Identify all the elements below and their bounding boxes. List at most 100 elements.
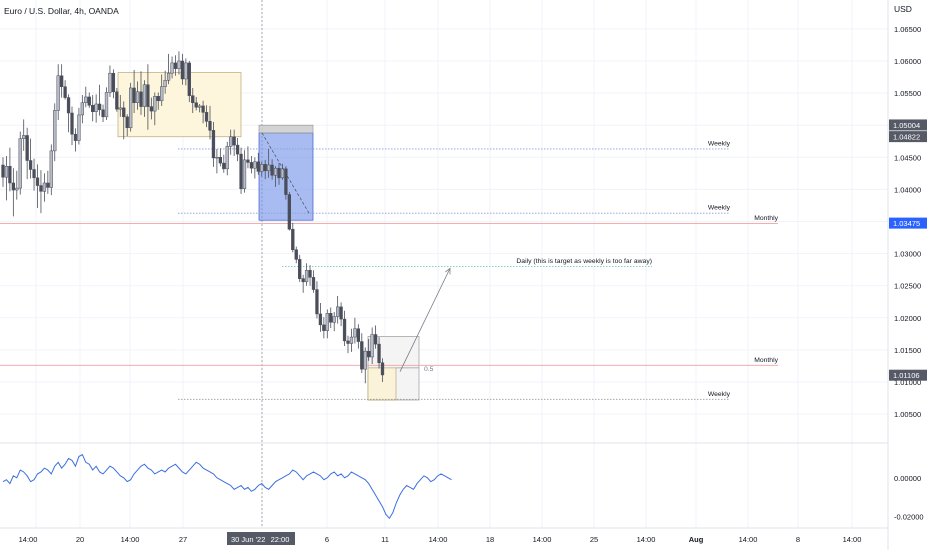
candle[interactable]: [111, 69, 116, 99]
candle[interactable]: [32, 158, 36, 191]
candle[interactable]: [94, 94, 98, 123]
candle[interactable]: [380, 358, 385, 383]
candle[interactable]: [149, 97, 153, 120]
candle[interactable]: [1, 157, 5, 187]
candle[interactable]: [315, 281, 319, 319]
candle[interactable]: [277, 163, 281, 185]
candle[interactable]: [132, 69, 136, 113]
candle[interactable]: [215, 148, 219, 174]
candle[interactable]: [249, 156, 254, 174]
candle[interactable]: [260, 161, 264, 177]
candle[interactable]: [60, 64, 64, 98]
candle[interactable]: [329, 307, 333, 329]
candle[interactable]: [91, 95, 95, 122]
candle[interactable]: [208, 105, 212, 140]
zone-supply-cap[interactable]: [258, 124, 314, 134]
candle[interactable]: [97, 84, 102, 116]
candle[interactable]: [353, 317, 357, 344]
zone-range[interactable]: [117, 72, 242, 138]
candle[interactable]: [267, 148, 271, 178]
candle[interactable]: [56, 64, 60, 121]
candle[interactable]: [4, 156, 9, 201]
candle[interactable]: [363, 347, 367, 384]
candle[interactable]: [84, 86, 88, 108]
candle[interactable]: [170, 56, 174, 79]
candle[interactable]: [339, 302, 343, 327]
candle[interactable]: [153, 92, 157, 126]
candle[interactable]: [15, 170, 19, 200]
candle[interactable]: [239, 147, 243, 194]
candle[interactable]: [166, 53, 171, 85]
candle[interactable]: [25, 127, 29, 180]
candle[interactable]: [336, 295, 340, 324]
candle[interactable]: [325, 309, 329, 339]
candle[interactable]: [108, 65, 112, 97]
candle[interactable]: [377, 337, 381, 369]
candle[interactable]: [49, 144, 53, 196]
candle[interactable]: [229, 129, 233, 155]
candle[interactable]: [280, 163, 285, 180]
candle[interactable]: [367, 338, 371, 361]
candle[interactable]: [53, 103, 57, 162]
candle[interactable]: [160, 74, 164, 106]
candle[interactable]: [242, 150, 247, 193]
candle[interactable]: [342, 310, 347, 347]
candle[interactable]: [187, 60, 191, 103]
candle[interactable]: [370, 327, 374, 365]
oscillator-line[interactable]: [2, 453, 452, 520]
candle[interactable]: [346, 335, 350, 354]
candle[interactable]: [356, 324, 361, 349]
candle[interactable]: [198, 104, 202, 113]
measure-line[interactable]: [261, 132, 310, 214]
candle[interactable]: [66, 94, 71, 133]
candle[interactable]: [253, 157, 257, 179]
candle[interactable]: [8, 147, 12, 192]
candle[interactable]: [139, 71, 143, 115]
projection-arrow[interactable]: [399, 268, 451, 372]
candle[interactable]: [22, 119, 26, 151]
candle[interactable]: [225, 141, 229, 176]
candle[interactable]: [232, 129, 236, 157]
candle[interactable]: [332, 312, 336, 332]
candle[interactable]: [135, 81, 140, 110]
candle[interactable]: [146, 64, 150, 130]
candle[interactable]: [173, 55, 178, 76]
candle[interactable]: [177, 51, 181, 75]
candle[interactable]: [211, 121, 216, 167]
candle[interactable]: [294, 246, 298, 264]
candle[interactable]: [104, 87, 109, 121]
candle[interactable]: [115, 87, 119, 112]
candle[interactable]: [73, 128, 78, 152]
candle[interactable]: [287, 191, 292, 231]
candle[interactable]: [184, 58, 188, 86]
candle[interactable]: [298, 254, 302, 282]
candle[interactable]: [42, 173, 47, 202]
candle[interactable]: [142, 80, 147, 117]
candle[interactable]: [246, 146, 250, 169]
candle[interactable]: [46, 170, 50, 194]
candle[interactable]: [194, 96, 198, 111]
candle[interactable]: [28, 138, 33, 179]
candle[interactable]: [201, 100, 205, 124]
candle[interactable]: [63, 80, 67, 100]
candle[interactable]: [125, 114, 129, 137]
candle[interactable]: [263, 159, 267, 180]
candle[interactable]: [18, 131, 22, 195]
candle[interactable]: [322, 317, 326, 339]
candle[interactable]: [118, 95, 122, 117]
candle[interactable]: [218, 148, 222, 167]
candle[interactable]: [11, 168, 15, 217]
candle[interactable]: [318, 303, 323, 332]
candle[interactable]: [349, 328, 354, 352]
candle[interactable]: [311, 270, 316, 293]
candle[interactable]: [301, 274, 305, 293]
candle[interactable]: [122, 101, 126, 140]
candle[interactable]: [35, 164, 40, 209]
candle[interactable]: [291, 222, 295, 253]
candle[interactable]: [191, 87, 195, 113]
candle[interactable]: [101, 104, 105, 122]
candle[interactable]: [87, 92, 91, 108]
candle[interactable]: [235, 138, 240, 162]
